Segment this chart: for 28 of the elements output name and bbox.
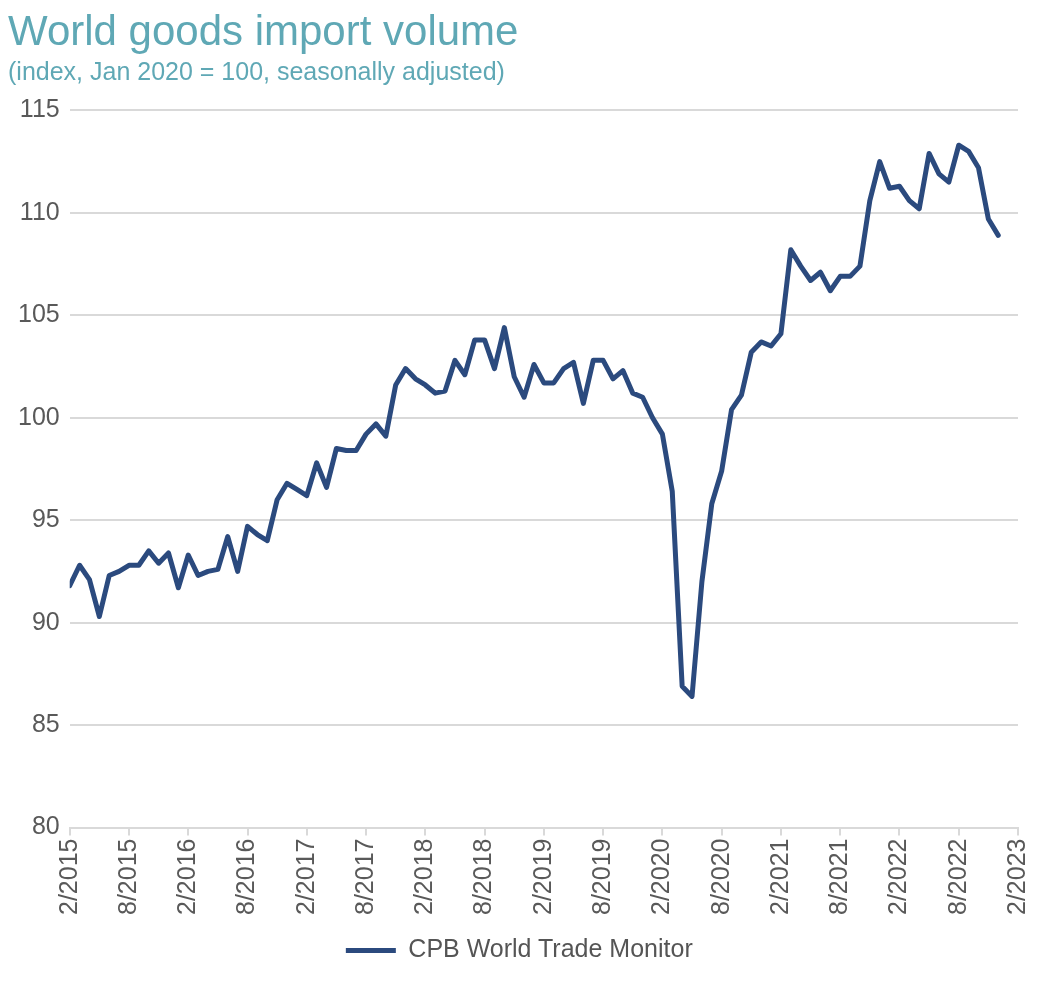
legend-label: CPB World Trade Monitor <box>408 934 693 963</box>
x-tick-label: 8/2022 <box>942 838 971 915</box>
y-tick-label: 115 <box>19 94 60 123</box>
x-tick-label: 8/2018 <box>468 838 497 915</box>
y-tick-label: 90 <box>31 606 60 635</box>
x-tick-label: 8/2016 <box>231 838 260 915</box>
y-tick-label: 85 <box>31 708 60 737</box>
x-tick-label: 2/2021 <box>764 838 793 915</box>
y-tick-label: 110 <box>19 196 60 225</box>
y-tick-label: 105 <box>17 299 60 328</box>
y-tick-label: 80 <box>31 811 60 840</box>
x-tick-label: 8/2020 <box>705 838 734 915</box>
y-tick-label: 100 <box>17 401 60 430</box>
x-tick-label: 2/2019 <box>527 838 556 915</box>
x-tick-label: 2/2023 <box>1001 838 1030 915</box>
chart-subtitle: (index, Jan 2020 = 100, seasonally adjusted) <box>8 57 505 86</box>
x-tick-label: 2/2020 <box>646 838 675 915</box>
x-tick-label: 8/2019 <box>587 838 616 915</box>
x-tick-label: 2/2017 <box>290 838 319 915</box>
x-tick-label: 8/2017 <box>349 838 378 915</box>
x-tick-label: 8/2015 <box>112 838 141 915</box>
x-tick-label: 8/2021 <box>824 838 853 915</box>
x-tick-label: 2/2015 <box>53 838 82 915</box>
x-tick-label: 2/2022 <box>883 838 912 915</box>
y-tick-label: 95 <box>31 504 60 533</box>
chart-title: World goods import volume <box>8 6 519 54</box>
x-tick-label: 2/2018 <box>409 838 438 915</box>
x-tick-label: 2/2016 <box>172 838 201 915</box>
